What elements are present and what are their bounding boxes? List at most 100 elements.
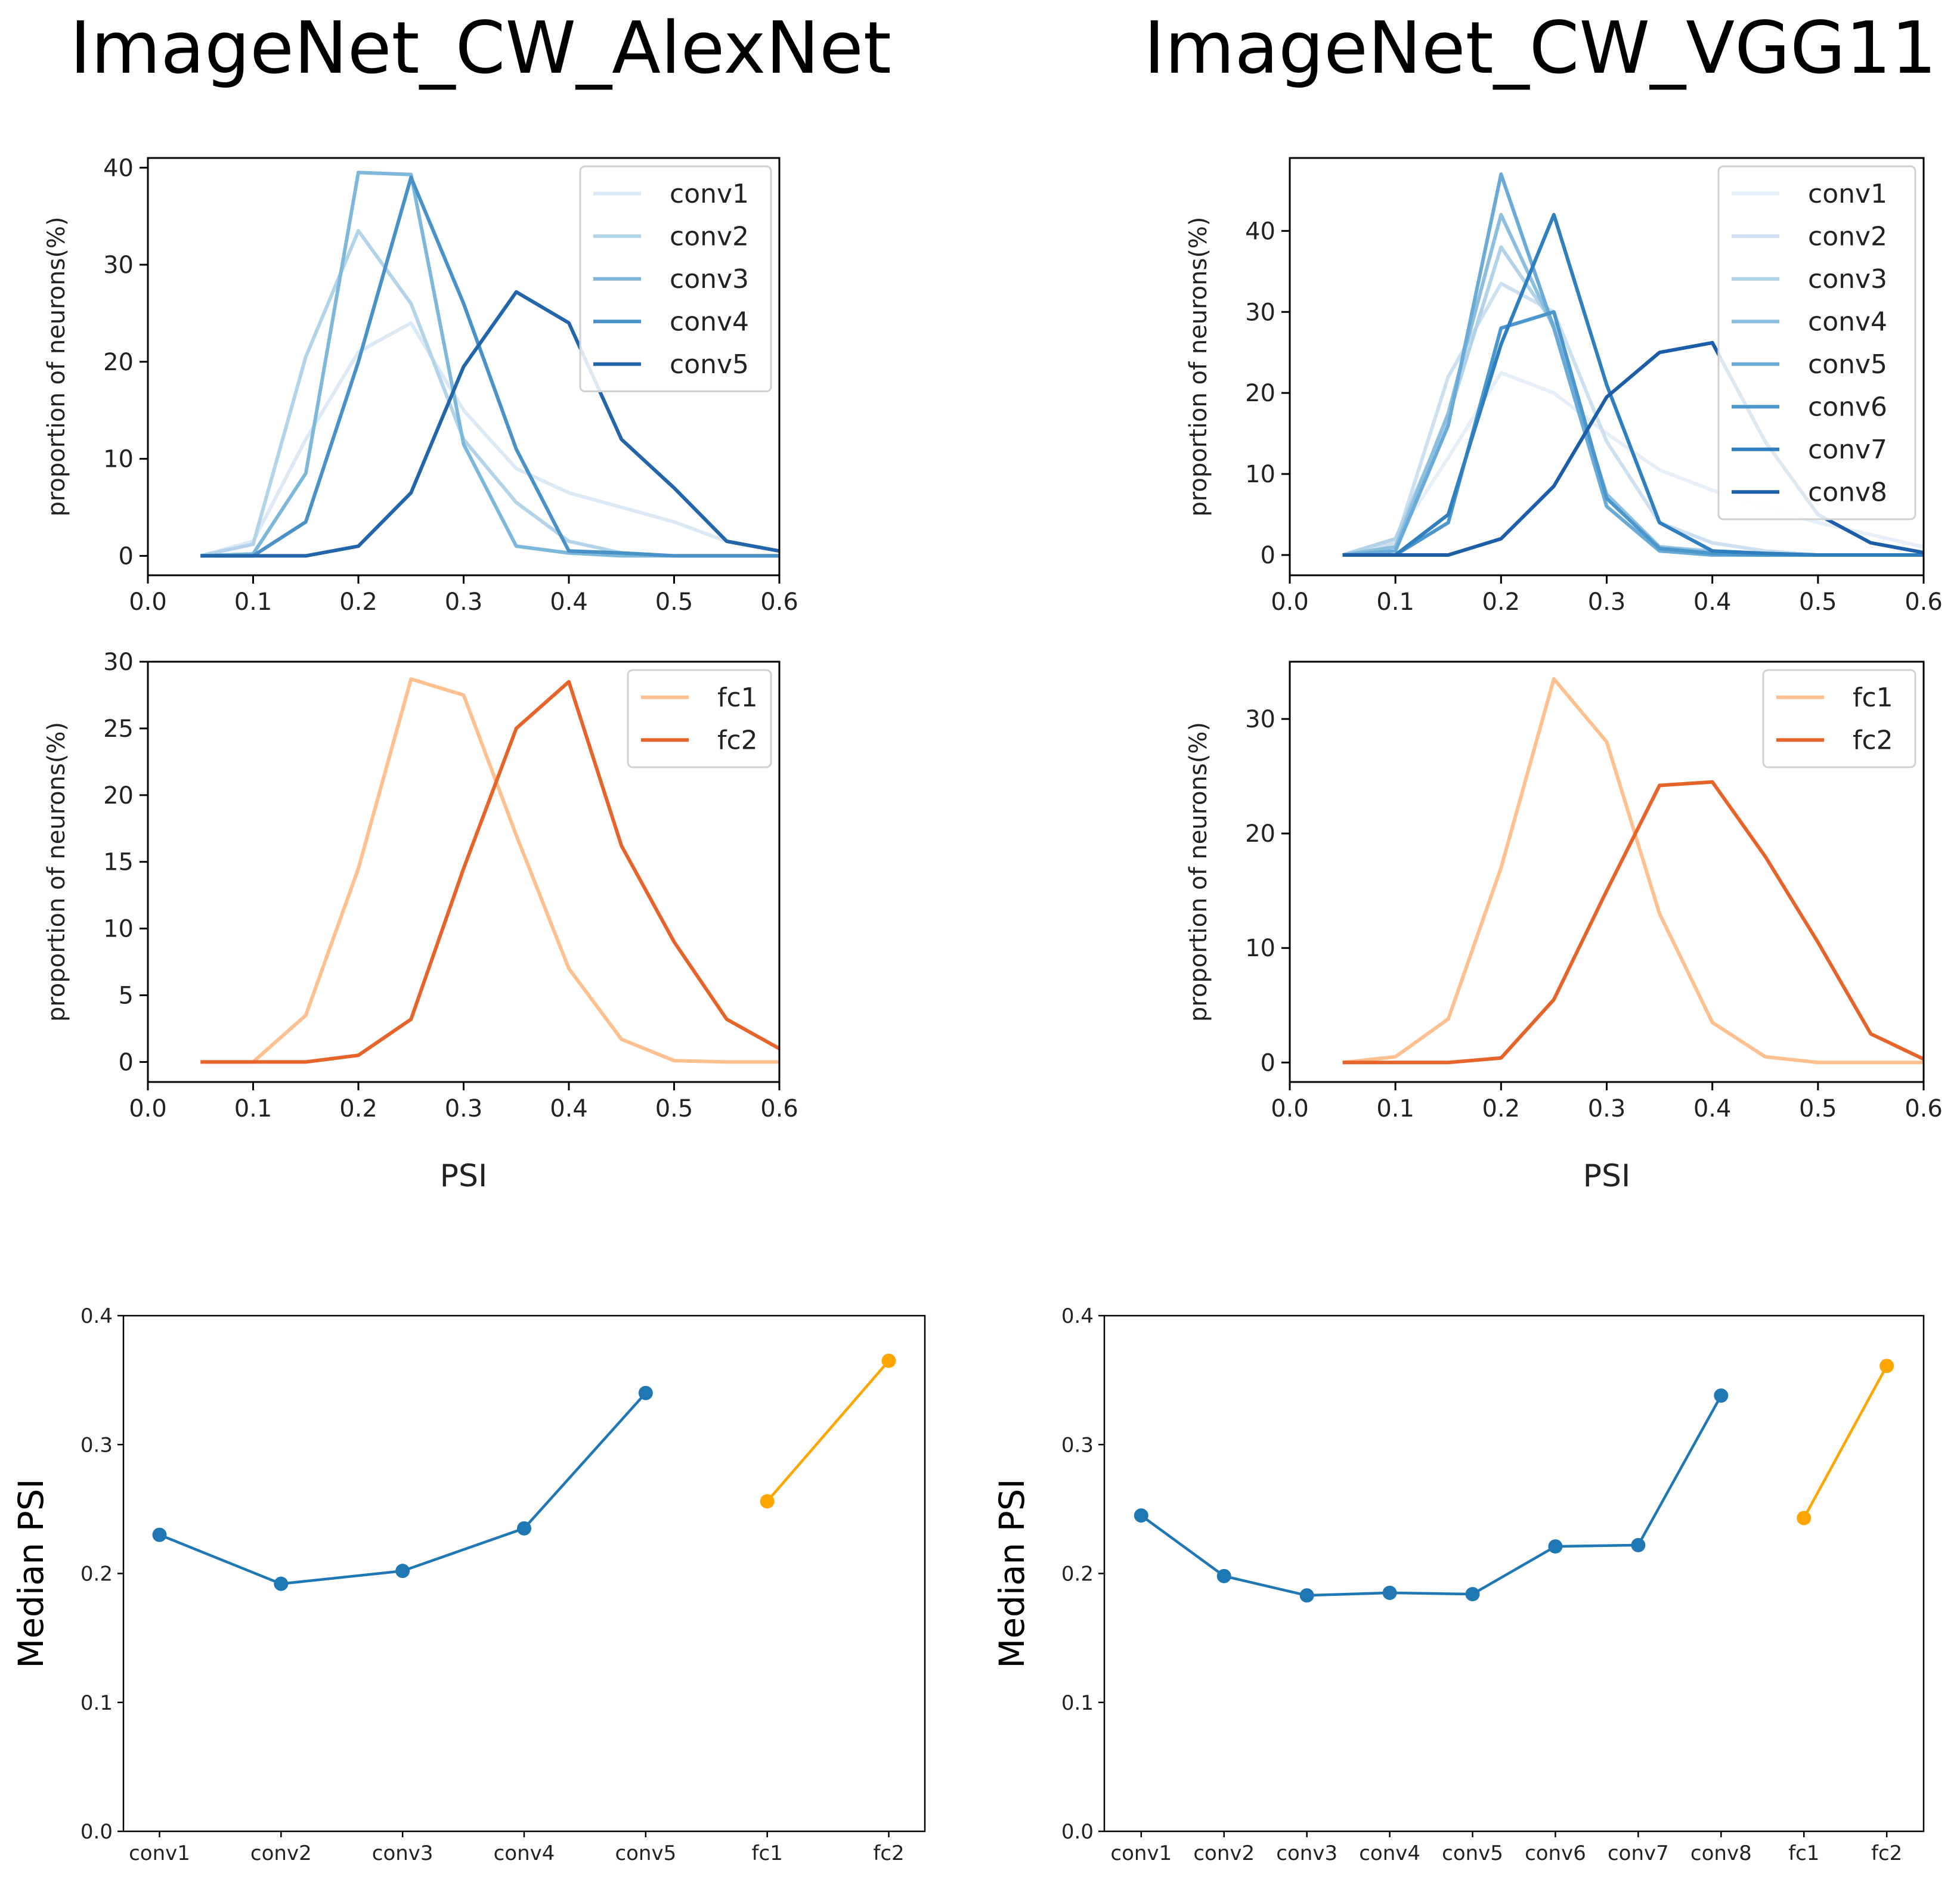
y-tick-label: 0.4 xyxy=(1061,1304,1094,1328)
median-line-conv xyxy=(159,1392,647,1586)
median-point-conv1 xyxy=(1134,1508,1148,1523)
x-tick-label: 0.3 xyxy=(445,1095,483,1123)
x-tick-label: 0.2 xyxy=(339,1095,377,1123)
x-tick-label: 0.5 xyxy=(655,1095,693,1123)
y-tick-label: 40 xyxy=(1245,218,1275,245)
median-point-fc2 xyxy=(1880,1359,1894,1373)
x-tick-label: 0.2 xyxy=(1482,588,1521,616)
median-point-conv2 xyxy=(274,1576,289,1591)
series-line-fc1 xyxy=(200,677,779,1064)
legend-label-conv4: conv4 xyxy=(1808,306,1887,337)
chart-vgg_fc: 0.0 0.1 0.2 0.3 0.4 0.5 0.6 0 10 20 30 proportion o… xyxy=(1185,661,1943,1194)
x-tick-label: 0.0 xyxy=(1271,588,1309,616)
x-tick-label: 0.5 xyxy=(1799,588,1837,616)
x-tick-label: conv4 xyxy=(494,1841,555,1865)
median-point-conv5 xyxy=(1465,1587,1480,1602)
y-tick-label: 0 xyxy=(1261,1049,1275,1077)
chart-alex_fc: 0.0 0.1 0.2 0.3 0.4 0.5 0.6 0 5 10 15 20 25 30 proport… xyxy=(43,649,798,1194)
y-axis-label: Median PSI xyxy=(11,1478,51,1668)
y-tick-label: 10 xyxy=(1245,461,1275,488)
y-tick-label: 0.1 xyxy=(1061,1691,1094,1715)
title-alexnet: ImageNet_CW_AlexNet xyxy=(70,7,891,90)
y-tick-label: 0.2 xyxy=(80,1562,113,1586)
median-line-conv xyxy=(1140,1395,1723,1597)
legend-label-fc1: fc1 xyxy=(717,683,758,713)
legend-label-conv8: conv8 xyxy=(1808,477,1887,507)
legend-label-conv5: conv5 xyxy=(670,349,749,380)
y-tick-label: 20 xyxy=(1245,380,1275,407)
x-tick-label: 0.3 xyxy=(1588,588,1626,616)
x-tick-label: 0.0 xyxy=(129,588,167,616)
x-tick-label: conv5 xyxy=(615,1841,676,1865)
x-tick-label: 0.6 xyxy=(760,588,798,616)
median-point-fc1 xyxy=(1797,1511,1812,1526)
x-tick-label: 0.2 xyxy=(339,588,377,616)
y-tick-label: 5 xyxy=(119,982,134,1010)
y-tick-label: 40 xyxy=(103,154,134,182)
x-tick-label: 0.1 xyxy=(234,588,273,616)
x-tick-label: 0.3 xyxy=(445,588,483,616)
x-tick-label: 0.0 xyxy=(129,1095,167,1123)
x-tick-label: conv6 xyxy=(1525,1841,1586,1865)
x-tick-label: 0.1 xyxy=(234,1095,273,1123)
series-line-conv4 xyxy=(200,175,779,558)
median-point-conv2 xyxy=(1216,1568,1231,1583)
title-vgg11: ImageNet_CW_VGG11 xyxy=(1144,7,1937,90)
median-point-fc1 xyxy=(760,1494,775,1509)
x-tick-label: fc2 xyxy=(873,1841,904,1865)
chart-vgg_conv: 0.0 0.1 0.2 0.3 0.4 0.5 0.6 0 10 20 30 40 proportion… xyxy=(1185,157,1943,616)
legend-label-conv1: conv1 xyxy=(670,179,749,209)
x-tick-label: 0.1 xyxy=(1376,588,1414,616)
median-point-conv1 xyxy=(152,1527,167,1542)
y-tick-label: 30 xyxy=(1245,706,1275,733)
y-tick-label: 25 xyxy=(103,715,134,743)
x-tick-label: conv2 xyxy=(1193,1841,1255,1865)
legend-label-conv2: conv2 xyxy=(670,221,749,252)
x-tick-label: conv5 xyxy=(1442,1841,1503,1865)
series-line-fc2 xyxy=(1342,780,1925,1065)
chart-alex_conv: 0.0 0.1 0.2 0.3 0.4 0.5 0.6 0 10 20 30 40 proportion… xyxy=(43,154,798,616)
y-axis-label: proportion of neurons(%) xyxy=(43,722,70,1022)
y-tick-label: 20 xyxy=(1245,820,1275,848)
x-tick-label: 0.6 xyxy=(760,1095,798,1123)
chart-vgg_median: conv1 conv2 conv3 conv4 conv5 conv6 conv7 conv8… xyxy=(992,1304,1925,1865)
legend-label-conv4: conv4 xyxy=(670,306,749,337)
median-point-conv5 xyxy=(638,1385,653,1400)
y-tick-label: 0 xyxy=(119,1049,134,1076)
series-line-conv5 xyxy=(200,290,780,558)
y-tick-label: 0 xyxy=(119,542,134,570)
median-point-conv4 xyxy=(517,1521,531,1536)
x-tick-label: 0.5 xyxy=(1799,1095,1837,1123)
series-line-conv7 xyxy=(1342,213,1924,557)
x-tick-label: conv8 xyxy=(1690,1841,1752,1865)
x-tick-label: conv3 xyxy=(1276,1841,1337,1865)
median-point-conv6 xyxy=(1548,1539,1563,1554)
plot-frame xyxy=(122,1314,926,1833)
y-tick-label: 0.3 xyxy=(80,1433,113,1457)
legend-box xyxy=(1717,165,1916,520)
legend-box xyxy=(1762,669,1916,768)
median-point-conv8 xyxy=(1714,1388,1729,1403)
legend-box xyxy=(579,165,772,392)
x-tick-label: conv2 xyxy=(250,1841,312,1865)
x-tick-label: conv7 xyxy=(1608,1841,1669,1865)
y-axis-label: proportion of neurons(%) xyxy=(1185,216,1212,516)
x-tick-label: conv4 xyxy=(1359,1841,1420,1865)
y-tick-label: 0.1 xyxy=(80,1691,113,1715)
median-point-conv3 xyxy=(395,1564,410,1579)
y-tick-label: 10 xyxy=(103,916,134,943)
y-tick-label: 10 xyxy=(1245,935,1275,962)
x-tick-label: 0.4 xyxy=(1693,1095,1732,1123)
x-axis-label: PSI xyxy=(1583,1158,1631,1194)
x-tick-label: 0.3 xyxy=(1588,1095,1626,1123)
chart-alex_median: conv1 conv2 conv3 conv4 conv5 fc1 fc2 0.0 0.1 0.2… xyxy=(11,1304,926,1865)
legend-label-conv1: conv1 xyxy=(1808,179,1887,209)
y-tick-label: 15 xyxy=(103,849,134,876)
x-tick-label: 0.2 xyxy=(1482,1095,1521,1123)
legend-label-conv7: conv7 xyxy=(1808,435,1887,465)
x-tick-label: 0.6 xyxy=(1905,588,1943,616)
x-tick-label: fc2 xyxy=(1871,1841,1902,1865)
